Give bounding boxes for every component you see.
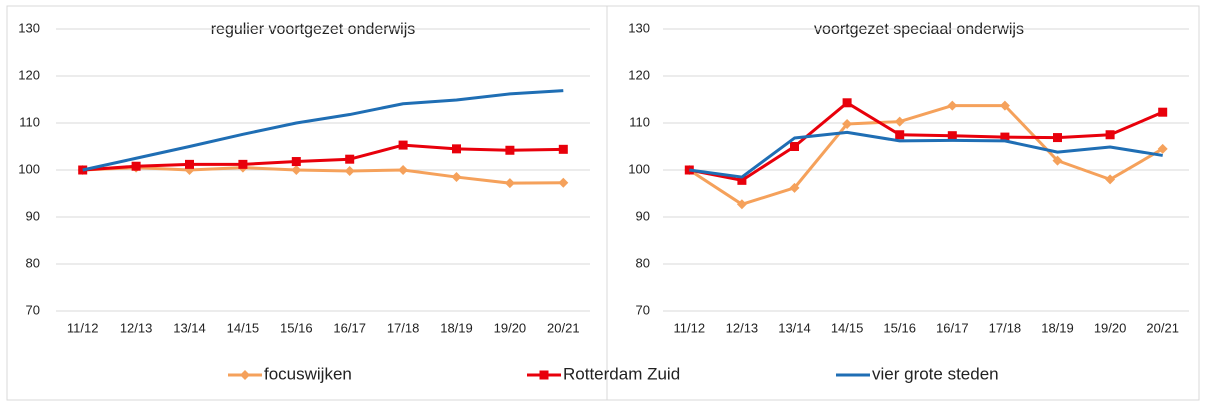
legend-label: focuswijken bbox=[264, 364, 352, 383]
x-tick-label: 15/16 bbox=[883, 320, 916, 335]
x-tick-label: 12/13 bbox=[120, 320, 153, 335]
marker bbox=[947, 100, 958, 111]
y-tick-label: 100 bbox=[18, 161, 40, 176]
x-tick-label: 20/21 bbox=[547, 320, 580, 335]
y-tick-label: 130 bbox=[628, 20, 650, 35]
x-tick-label: 16/17 bbox=[333, 320, 366, 335]
marker bbox=[1053, 133, 1062, 143]
x-tick-label: 13/14 bbox=[778, 320, 811, 335]
marker bbox=[736, 199, 747, 210]
x-tick-label: 12/13 bbox=[726, 320, 759, 335]
marker bbox=[185, 159, 194, 169]
marker bbox=[842, 98, 852, 108]
x-tick-label: 16/17 bbox=[936, 320, 969, 335]
marker bbox=[451, 172, 462, 183]
marker bbox=[291, 165, 302, 175]
y-tick-label: 70 bbox=[26, 302, 40, 317]
marker bbox=[842, 118, 853, 129]
y-tick-label: 90 bbox=[636, 208, 650, 223]
marker bbox=[558, 177, 569, 188]
x-tick-label: 11/12 bbox=[674, 320, 706, 335]
marker bbox=[999, 100, 1010, 111]
chart-title: voortgezet speciaal onderwijs bbox=[814, 21, 1024, 38]
marker bbox=[504, 178, 515, 189]
series-line bbox=[689, 101, 1164, 182]
marker bbox=[398, 140, 408, 150]
y-tick-label: 130 bbox=[18, 20, 40, 35]
marker bbox=[947, 131, 957, 141]
marker bbox=[240, 370, 250, 380]
marker bbox=[895, 130, 905, 140]
marker bbox=[894, 116, 905, 127]
marker bbox=[558, 144, 568, 154]
x-tick-label: 17/18 bbox=[387, 320, 420, 335]
y-tick-label: 120 bbox=[628, 67, 650, 82]
series-line bbox=[689, 130, 1163, 179]
marker bbox=[291, 157, 301, 167]
marker bbox=[505, 145, 515, 155]
marker bbox=[789, 182, 800, 193]
marker bbox=[1105, 174, 1116, 185]
marker bbox=[452, 144, 461, 154]
x-tick-label: 19/20 bbox=[494, 320, 527, 335]
series-line bbox=[82, 166, 564, 185]
marker bbox=[345, 154, 355, 164]
marker bbox=[1000, 132, 1010, 142]
legend-label: Rotterdam Zuid bbox=[563, 364, 680, 383]
series-line bbox=[688, 104, 1164, 206]
marker bbox=[1157, 143, 1168, 154]
x-tick-label: 18/19 bbox=[1041, 320, 1074, 335]
x-tick-label: 19/20 bbox=[1094, 320, 1127, 335]
marker bbox=[1105, 130, 1115, 140]
marker bbox=[790, 142, 799, 151]
frame bbox=[6, 5, 1200, 401]
x-tick-label: 13/14 bbox=[173, 320, 206, 335]
marker bbox=[344, 165, 355, 176]
marker bbox=[1052, 155, 1063, 166]
y-tick-label: 110 bbox=[19, 114, 40, 129]
x-tick-label: 17/18 bbox=[989, 320, 1022, 335]
marker bbox=[238, 159, 248, 169]
marker bbox=[131, 161, 141, 171]
marker bbox=[539, 370, 549, 380]
y-tick-label: 110 bbox=[629, 114, 650, 129]
y-tick-label: 80 bbox=[636, 255, 650, 270]
series-line bbox=[82, 143, 564, 172]
y-tick-label: 70 bbox=[636, 302, 650, 317]
y-tick-label: 100 bbox=[628, 161, 650, 176]
marker bbox=[1158, 107, 1168, 117]
x-tick-label: 18/19 bbox=[440, 320, 473, 335]
marker bbox=[398, 165, 409, 175]
chart-title: regulier voortgezet onderwijs bbox=[211, 21, 416, 38]
y-tick-label: 120 bbox=[18, 67, 40, 82]
x-tick-label: 14/15 bbox=[227, 320, 260, 335]
series-line bbox=[82, 89, 564, 172]
marker bbox=[737, 175, 747, 185]
y-tick-label: 90 bbox=[26, 208, 40, 223]
legend-label: vier grote steden bbox=[872, 364, 999, 383]
x-tick-label: 14/15 bbox=[831, 320, 864, 335]
y-tick-label: 80 bbox=[26, 255, 40, 270]
x-tick-label: 11/12 bbox=[67, 320, 99, 335]
x-tick-label: 20/21 bbox=[1146, 320, 1179, 335]
x-tick-label: 15/16 bbox=[280, 320, 313, 335]
